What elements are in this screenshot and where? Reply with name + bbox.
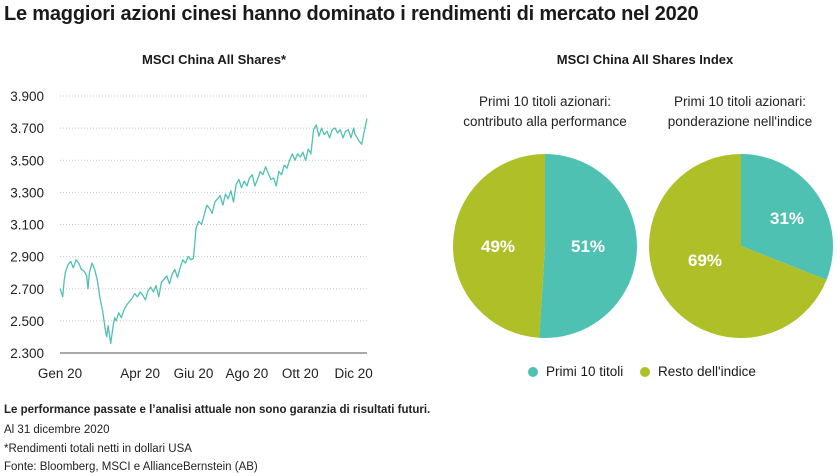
x-tick-label: Ago 20 [225, 366, 268, 381]
x-tick-label: Ott 20 [282, 366, 319, 381]
chart-title: Le maggiori azioni cinesi hanno dominato… [4, 3, 699, 25]
x-tick-label: Giu 20 [174, 366, 214, 381]
pie-2-slice [741, 153, 834, 280]
pie-1-data-label: 51% [571, 237, 605, 256]
legend-label-primi: Primi 10 titoli [546, 364, 624, 379]
pie-1-data-label: 49% [481, 237, 515, 256]
pie-2-data-label: 31% [770, 209, 804, 228]
pie-section-title: MSCI China All Shares Index [556, 52, 734, 67]
line-chart-title: MSCI China All Shares* [142, 52, 286, 67]
y-tick-label: 3.100 [10, 218, 44, 233]
x-tick-label: Apr 20 [120, 366, 160, 381]
y-tick-label: 3.700 [10, 121, 44, 136]
legend-swatch-teal [528, 366, 538, 377]
legend-item-primi: Primi 10 titoli [528, 364, 623, 379]
y-tick-label: 2.900 [10, 250, 44, 265]
series-line [59, 118, 368, 345]
y-tick-label: 2.300 [10, 346, 44, 361]
legend-item-resto: Resto dell'indice [640, 364, 756, 379]
pie-1-subtitle-line-2: contributo alla performance [463, 114, 627, 129]
pie-1-subtitle-line-1: Primi 10 titoli azionari: [478, 94, 612, 109]
legend-label-resto: Resto dell'indice [658, 364, 756, 379]
pie-1-slice [539, 154, 637, 338]
y-tick-label: 2.500 [10, 314, 44, 329]
footer-date: Al 31 dicembre 2020 [4, 424, 110, 436]
footer-source: Fonte: Bloomberg, MSCI e AllianceBernste… [4, 461, 258, 473]
y-tick-label: 3.900 [10, 89, 44, 104]
footer-disclaimer: Le performance passate e l’analisi attua… [4, 404, 431, 416]
pie-2-subtitle-line-1: Primi 10 titoli azionari: [673, 94, 807, 109]
pie-1-slice [452, 154, 545, 338]
pie-2-slice [649, 154, 827, 338]
y-tick-label: 3.500 [10, 153, 44, 168]
legend-swatch-green [640, 366, 650, 377]
pie-2-data-label: 69% [688, 251, 722, 270]
pie-2-subtitle: Primi 10 titoli azionari: ponderazione n… [640, 92, 840, 132]
pie-1-subtitle: Primi 10 titoli azionari: contributo all… [440, 92, 650, 132]
y-tick-label: 2.700 [10, 282, 44, 297]
footer-note: *Rendimenti totali netti in dollari USA [4, 443, 192, 455]
y-tick-label: 3.300 [10, 185, 44, 200]
x-tick-label: Gen 20 [38, 366, 82, 381]
x-tick-label: Dic 20 [335, 366, 373, 381]
pie-2-subtitle-line-2: ponderazione nell'indice [667, 114, 813, 129]
